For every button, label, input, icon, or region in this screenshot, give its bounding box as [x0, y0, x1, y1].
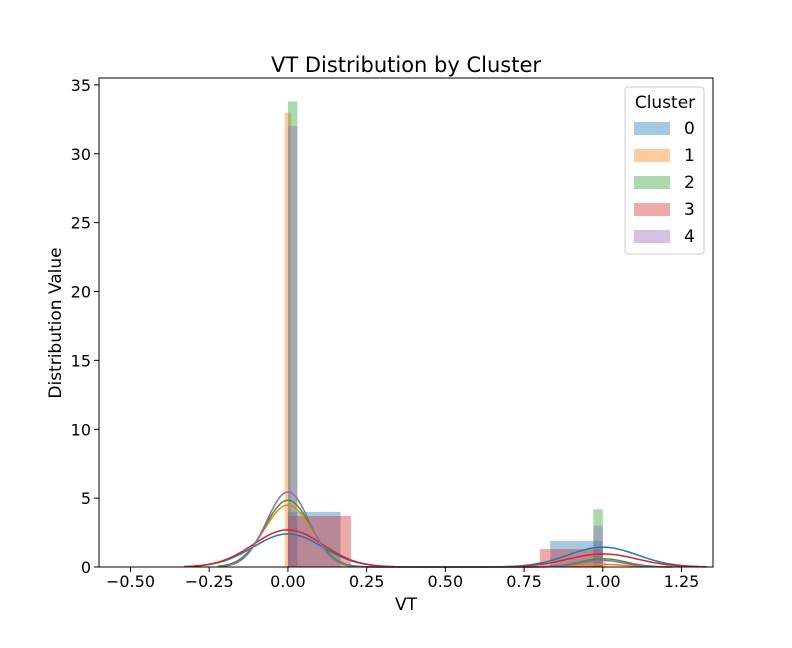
legend-swatch-cluster-1: [634, 149, 670, 162]
y-tick-label: 25: [71, 214, 91, 233]
legend-label-cluster-1: 1: [684, 146, 695, 166]
kde-curves: [183, 491, 707, 568]
chart-title: VT Distribution by Cluster: [271, 53, 541, 77]
x-tick-label: 0.50: [428, 572, 464, 591]
bar-cluster-4-1: [593, 525, 603, 567]
x-tick-label: 1.00: [585, 572, 621, 591]
x-tick-label: 0.25: [349, 572, 385, 591]
legend-label-cluster-3: 3: [684, 200, 695, 220]
x-tick-label: 1.25: [664, 572, 700, 591]
x-tick-label: 0.00: [270, 572, 306, 591]
x-tick-label: −0.50: [106, 572, 155, 591]
bar-cluster-2-0: [287, 101, 298, 567]
legend: Cluster 0 1 2 3 4: [624, 86, 705, 255]
y-tick-label: 5: [81, 489, 91, 508]
legend-swatch-cluster-4: [634, 230, 670, 243]
legend-frame: [624, 86, 705, 255]
legend-label-cluster-0: 0: [684, 119, 695, 139]
x-tick-label: −0.25: [185, 572, 234, 591]
y-axis-label: Distribution Value: [46, 247, 66, 398]
legend-swatch-cluster-0: [634, 122, 670, 135]
bar-cluster-2-1: [593, 509, 603, 567]
x-axis-label: VT: [395, 595, 418, 615]
legend-swatch-cluster-3: [634, 203, 670, 216]
y-tick-label: 20: [71, 283, 91, 302]
x-tick-label: 0.75: [506, 572, 542, 591]
legend-label-cluster-4: 4: [684, 227, 695, 247]
axes: −0.50 −0.25 0.00 0.25 0.50 0.75 1.00 1.25051015…: [71, 76, 714, 591]
plot-frame: [98, 77, 714, 568]
legend-title: Cluster: [635, 93, 695, 113]
legend-swatch-cluster-2: [634, 176, 670, 189]
legend-label-cluster-2: 2: [684, 173, 695, 193]
y-tick-label: 15: [71, 351, 91, 370]
kde-line-cluster-3: [183, 529, 707, 568]
bar-cluster-1-0: [284, 112, 292, 568]
y-tick-label: 0: [81, 558, 91, 577]
bar-cluster-4-0: [287, 126, 298, 567]
histogram-bars: [284, 101, 606, 568]
y-tick-label: 35: [71, 76, 91, 95]
y-tick-label: 30: [71, 145, 91, 164]
y-tick-label: 10: [71, 420, 91, 439]
